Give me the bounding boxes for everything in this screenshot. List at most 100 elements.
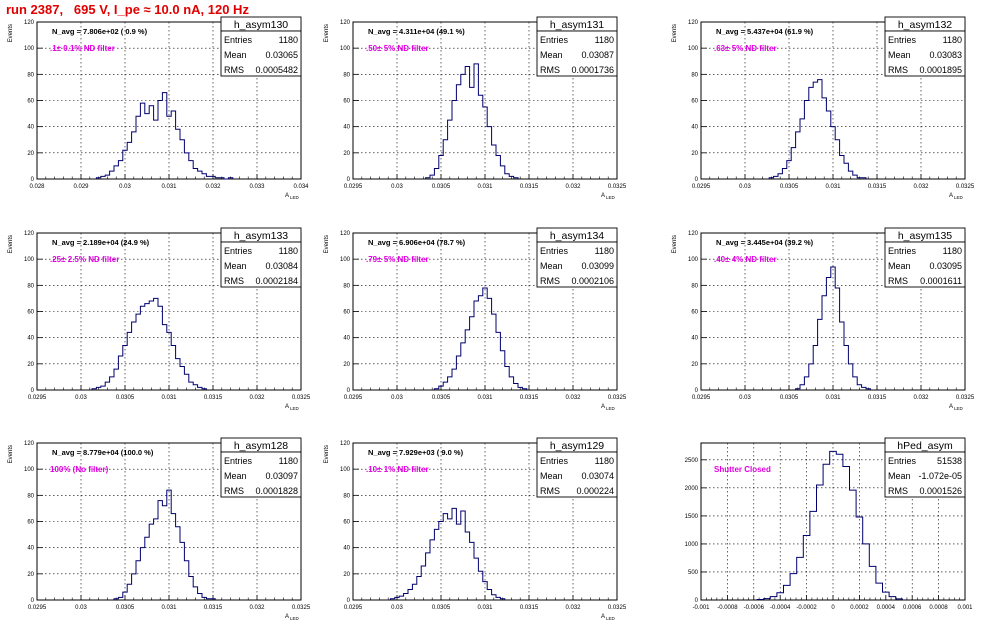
x-tick-label: 0.031 [477,605,493,611]
histogram-title: h_asym133 [234,230,288,242]
x-tick-label: 0.0295 [344,605,363,611]
histogram-panel-h_asym131: 0.0295 0.03 0.0305 0.031 0.0315 0.032 0.0325 0 2… [324,16,627,200]
y-tick-label: 100 [340,46,351,52]
y-tick-label: 60 [343,99,350,105]
histogram-panel-h_asym134: 0.0295 0.03 0.0305 0.031 0.0315 0.032 0.0325 0 2… [324,227,627,411]
x-tick-label: 0.028 [29,184,45,190]
x-tick-label: 0.0315 [204,395,223,401]
x-tick-label: -0.001 [692,605,710,611]
stats-value: 0.03097 [265,471,298,481]
y-tick-label: 60 [343,310,350,316]
stats-label: Entries [888,35,917,45]
stats-box [220,241,302,288]
y-tick-label: 120 [340,231,351,237]
stats-value: 0.0002106 [571,276,614,286]
y-tick-label: 120 [340,20,351,26]
histogram-title: h_asym129 [550,440,604,452]
histogram-series [389,507,506,600]
stats-label: Entries [224,35,253,45]
y-tick-label: 40 [691,336,698,342]
stats-label: Entries [888,456,917,466]
y-tick-label: 1500 [685,514,699,520]
x-axis-label: ALED [285,404,300,411]
y-tick-label: 40 [343,546,350,552]
stats-value: 0.0002184 [255,276,298,286]
x-tick-label: 0.0305 [780,184,799,190]
stats-value: -1.072e-05 [918,471,962,481]
stats-value: 1180 [595,456,614,466]
stats-label: RMS [224,486,244,496]
stats-value: 0.03099 [581,261,614,271]
y-tick-label: 60 [691,99,698,105]
x-tick-label: 0.0295 [692,184,711,190]
x-tick-label: 0.032 [249,605,265,611]
y-tick-label: 2000 [685,486,699,492]
stats-value: 0.03084 [265,261,298,271]
stats-value: 0.0005482 [255,65,298,75]
histogram-panel-h_asym132: 0.0295 0.03 0.0305 0.031 0.0315 0.032 0.0325 0 2… [672,16,975,200]
x-tick-label: 0.03 [739,395,751,401]
x-tick-label: 0.0008 [929,605,948,611]
y-tick-label: 80 [27,72,34,78]
histogram-series [768,79,867,179]
x-axis-label: ALED [285,614,300,621]
x-tick-label: 0.0004 [877,605,896,611]
x-tick-label: 0.0002 [850,605,869,611]
y-tick-label: 100 [340,467,351,473]
y-tick-label: 40 [343,125,350,131]
histogram-panel-h_asym128: 0.0295 0.03 0.0305 0.031 0.0315 0.032 0.0325 0 2… [8,437,311,621]
histogram-series [433,287,528,390]
y-tick-label: 60 [343,520,350,526]
x-tick-label: 0.0295 [692,395,711,401]
x-tick-label: 0.0325 [292,605,311,611]
x-tick-label: 0.0325 [608,184,627,190]
y-tick-label: 1000 [685,542,699,548]
x-axis-label: ALED [601,193,616,200]
y-axis-label: Events [324,445,330,463]
stats-label: RMS [540,486,560,496]
histogram-title: hPed_asym [897,440,953,452]
histogram-title: h_asym135 [898,230,952,242]
stats-box [884,451,966,498]
y-axis-label: Events [324,235,330,253]
stats-label: Entries [888,246,917,256]
histogram-title: h_asym128 [234,440,288,452]
stats-label: Mean [224,261,247,271]
n-avg-label: N_avg = 7.806e+02 ( 0.9 %) [52,27,148,36]
y-tick-label: 100 [688,257,699,263]
y-axis-label: Events [8,445,14,463]
n-avg-label: N_avg = 8.779e+04 (100.0 %) [52,448,154,457]
y-tick-label: 100 [340,257,351,263]
x-tick-label: 0.0315 [520,605,539,611]
histogram-series [113,489,216,600]
filter-annotation: .10± 1% ND filter [366,465,429,474]
stats-box [220,451,302,498]
stats-value: 0.0001828 [255,486,298,496]
x-tick-label: 0.03 [739,184,751,190]
y-tick-label: 0 [347,388,351,394]
x-tick-label: 0.031 [161,184,177,190]
stats-value: 0.0001895 [919,65,962,75]
x-axis-label: ALED [601,614,616,621]
x-tick-label: 0.0315 [204,605,223,611]
y-axis-label: Events [672,24,678,42]
stats-label: RMS [540,65,560,75]
x-tick-label: 0.0325 [956,184,975,190]
y-tick-label: 80 [691,72,698,78]
histogram-panel-hPed_asym: -0.001 -0.0008 -0.0006 -0.0004 -0.0002 0 0.000… [685,437,973,611]
y-axis-label: Events [8,235,14,253]
x-tick-label: 0.032 [565,605,581,611]
x-tick-label: 0.03 [391,395,403,401]
x-tick-label: -0.0004 [770,605,791,611]
x-tick-label: 0.032 [565,184,581,190]
x-tick-label: -0.0002 [796,605,817,611]
x-tick-label: 0.0315 [520,184,539,190]
x-axis-label: ALED [949,193,964,200]
stats-value: 1180 [943,35,962,45]
x-tick-label: 0.032 [913,184,929,190]
x-tick-label: -0.0008 [717,605,738,611]
x-tick-label: 0.0295 [344,395,363,401]
stats-value: 0.03083 [929,50,962,60]
histogram-series [795,266,871,390]
